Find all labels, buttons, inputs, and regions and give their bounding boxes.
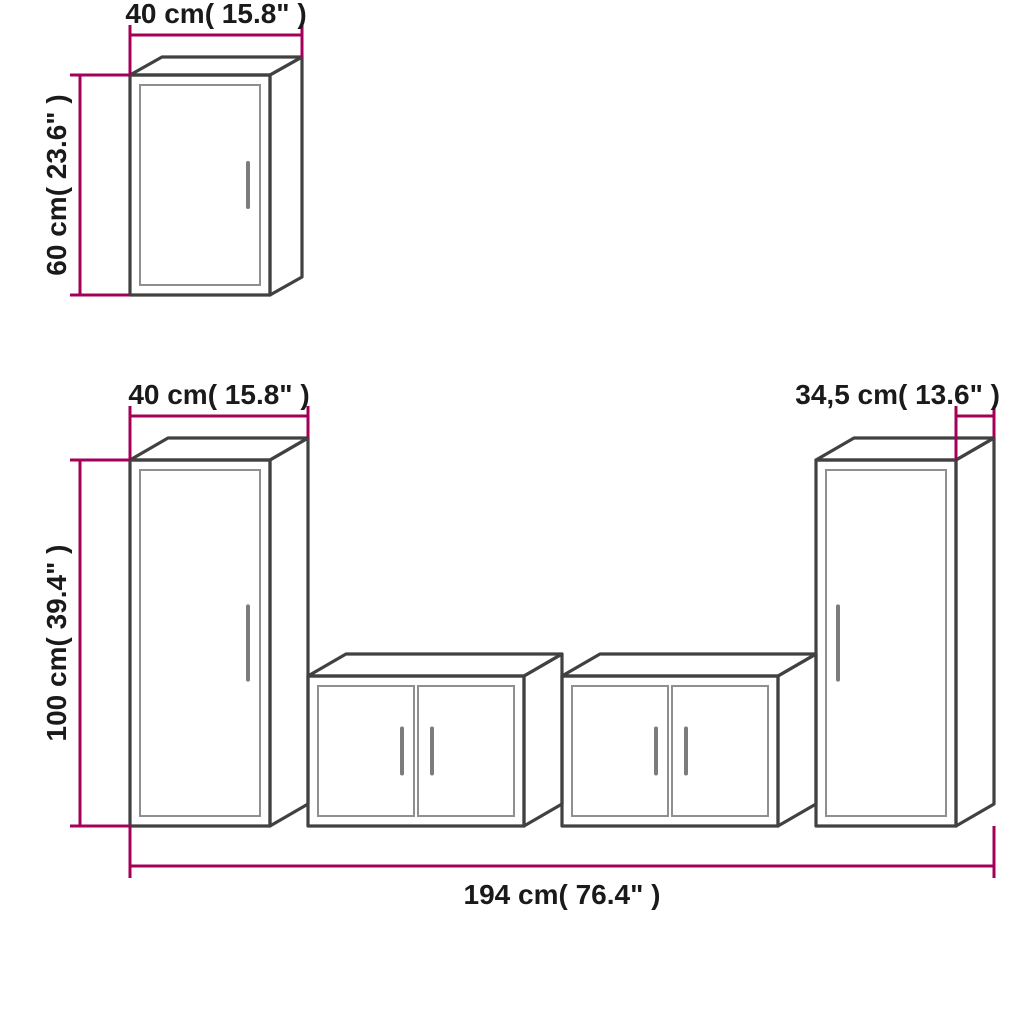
label-top-width: 40 cm( 15.8" ) <box>125 0 306 29</box>
bottom-low-2 <box>562 654 816 826</box>
dim-bottom-total-width <box>130 854 994 878</box>
label-bottom-height: 100 cm( 39.4" ) <box>41 545 72 742</box>
label-bottom-total-width: 194 cm( 76.4" ) <box>464 879 661 910</box>
label-bottom-left-width: 40 cm( 15.8" ) <box>128 379 309 410</box>
bottom-low-1 <box>308 654 562 826</box>
top-cabinet <box>130 57 302 295</box>
bottom-tall-right <box>816 438 994 826</box>
label-bottom-right-depth: 34,5 cm( 13.6" ) <box>795 379 1000 410</box>
label-top-height: 60 cm( 23.6" ) <box>41 94 72 275</box>
dim-bottom-height <box>70 460 90 826</box>
dim-top-height <box>70 75 90 295</box>
bottom-tall-left <box>130 438 308 826</box>
